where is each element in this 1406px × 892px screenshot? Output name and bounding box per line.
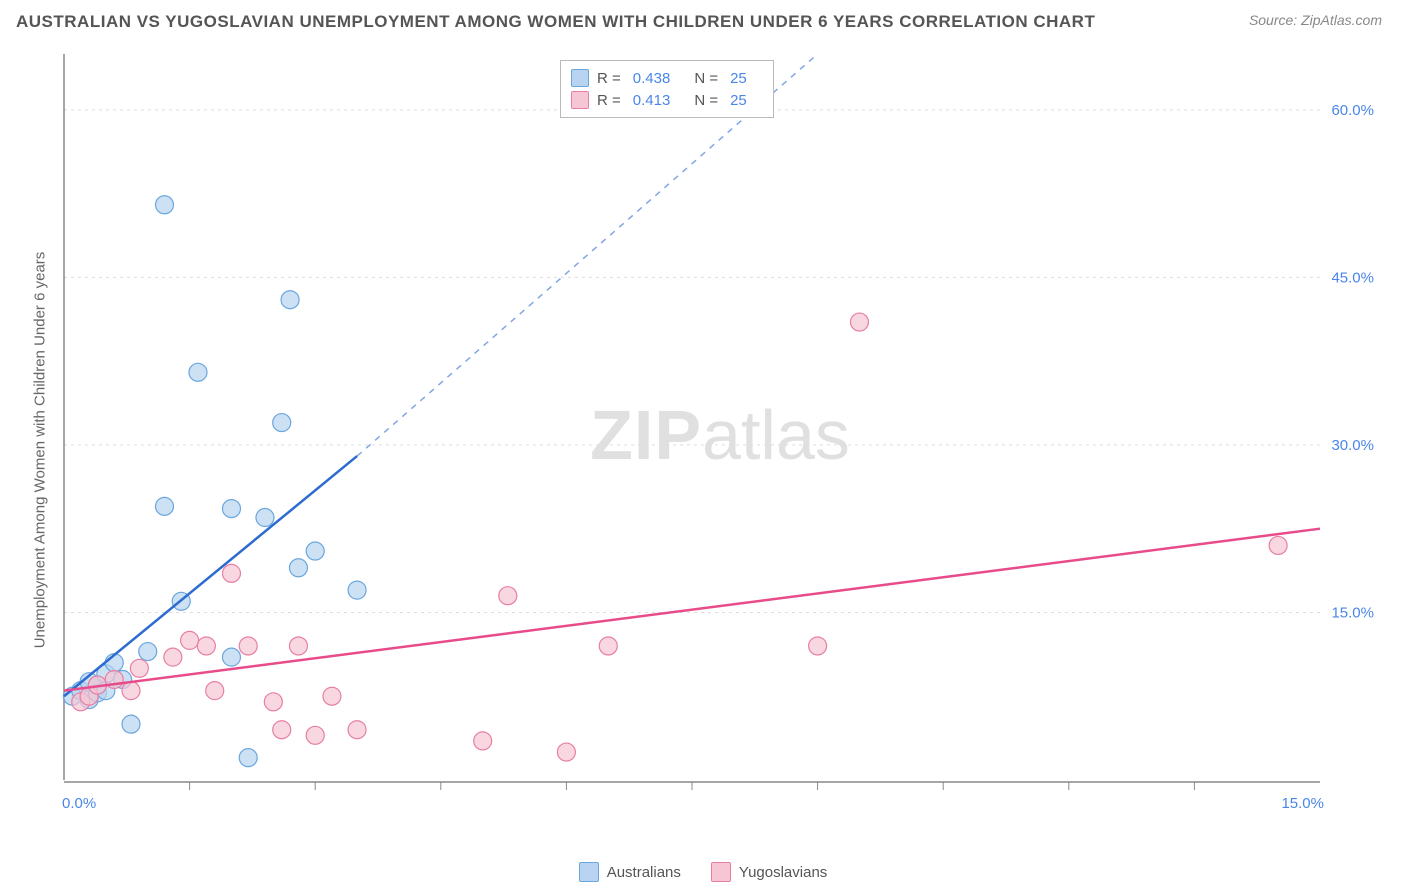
legend-item: Australians — [579, 862, 681, 882]
stat-n-value: 25 — [730, 70, 747, 87]
legend-swatch — [711, 862, 731, 882]
stat-n-label: N = — [694, 70, 718, 87]
stats-row: R = 0.413 N = 25 — [571, 89, 763, 111]
legend-label: Yugoslavians — [739, 864, 827, 881]
svg-text:30.0%: 30.0% — [1331, 437, 1374, 454]
stat-n-label: N = — [694, 92, 718, 109]
svg-text:15.0%: 15.0% — [1281, 795, 1324, 812]
stats-row: R = 0.438 N = 25 — [571, 67, 763, 89]
stat-r-label: R = — [597, 70, 621, 87]
svg-text:45.0%: 45.0% — [1331, 269, 1374, 286]
source-attribution: Source: ZipAtlas.com — [1249, 12, 1382, 28]
stat-r-label: R = — [597, 92, 621, 109]
stat-n-value: 25 — [730, 92, 747, 109]
legend-label: Australians — [607, 864, 681, 881]
scatter-plot: 15.0% 30.0% 45.0% 60.0% 0.0% 15.0% — [60, 50, 1380, 820]
bottom-legend: Australians Yugoslavians — [0, 862, 1406, 882]
stats-legend: R = 0.438 N = 25 R = 0.413 N = 25 — [560, 60, 774, 118]
stat-r-value: 0.438 — [633, 70, 671, 87]
y-axis-label: Unemployment Among Women with Children U… — [32, 252, 49, 649]
svg-text:15.0%: 15.0% — [1331, 604, 1374, 621]
svg-text:60.0%: 60.0% — [1331, 102, 1374, 119]
svg-text:0.0%: 0.0% — [62, 795, 96, 812]
legend-swatch — [571, 69, 589, 87]
legend-swatch — [579, 862, 599, 882]
stat-r-value: 0.413 — [633, 92, 671, 109]
chart-area: Unemployment Among Women with Children U… — [60, 50, 1380, 820]
legend-swatch — [571, 91, 589, 109]
chart-title: AUSTRALIAN VS YUGOSLAVIAN UNEMPLOYMENT A… — [16, 12, 1095, 32]
legend-item: Yugoslavians — [711, 862, 827, 882]
